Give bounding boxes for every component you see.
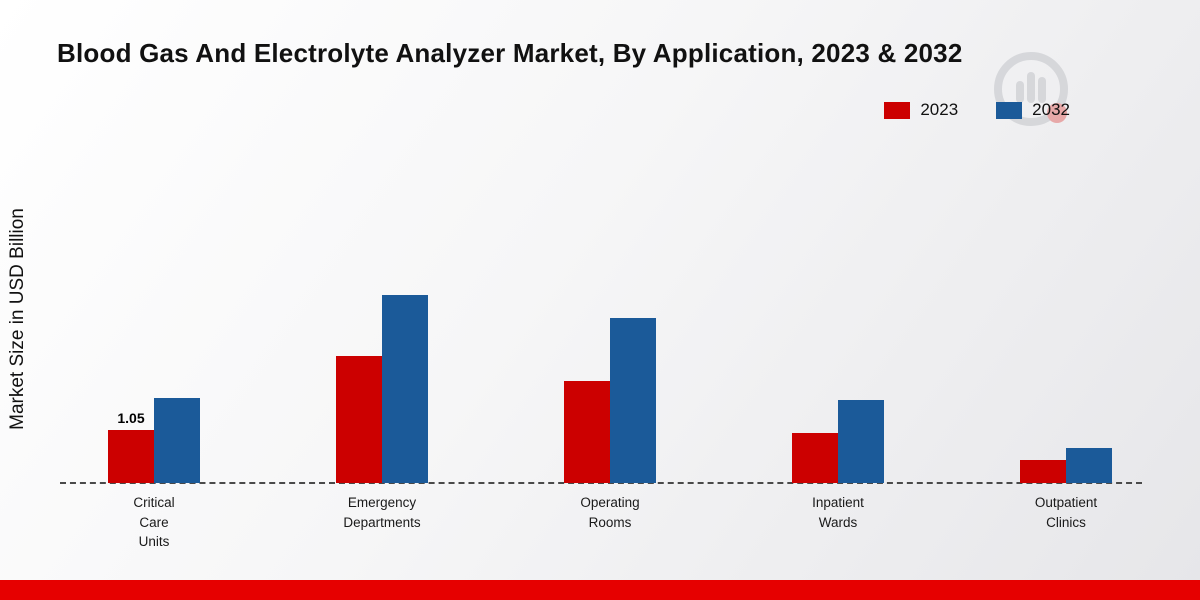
bar-2032-critical-care-units <box>154 398 200 483</box>
bar-chart-logo-icon <box>994 52 1068 126</box>
bar-2032-inpatient-wards <box>838 400 884 483</box>
bottom-banner <box>0 580 1200 600</box>
x-tick-line: Wards <box>818 514 858 530</box>
legend: 2023 2032 <box>884 100 1070 120</box>
x-tick-line: Units <box>138 534 170 550</box>
x-tick-operating-rooms: Operating Rooms <box>580 493 639 532</box>
bar-2023-emergency-departments <box>336 356 382 483</box>
x-axis-baseline <box>60 482 1142 484</box>
bar-2032-operating-rooms <box>610 318 656 483</box>
x-tick-line: Clinics <box>1046 514 1086 530</box>
legend-item-2032: 2032 <box>996 100 1070 120</box>
legend-swatch-2032 <box>996 101 1023 119</box>
x-tick-emergency-departments: Emergency Departments <box>343 493 420 532</box>
x-tick-critical-care-units: Critical Care Units <box>133 493 174 552</box>
x-tick-line: Operating <box>580 495 640 510</box>
bar-2023-critical-care-units <box>108 430 154 483</box>
x-tick-line: Rooms <box>588 514 632 530</box>
bar-2032-outpatient-clinics <box>1066 448 1112 483</box>
legend-swatch-2023 <box>884 101 911 119</box>
legend-label-2023: 2023 <box>920 100 959 119</box>
x-tick-line: Departments <box>343 514 421 530</box>
x-tick-line: Care <box>139 514 169 530</box>
x-tick-inpatient-wards: Inpatient Wards <box>812 493 864 532</box>
watermark-logo <box>985 45 1081 146</box>
x-tick-line: Inpatient <box>812 495 864 510</box>
chart-title: Blood Gas And Electrolyte Analyzer Marke… <box>57 38 963 68</box>
legend-item-2023: 2023 <box>884 100 958 120</box>
x-tick-line: Critical <box>133 495 175 510</box>
legend-label-2032: 2032 <box>1032 100 1070 119</box>
bar-value-label: 1.05 <box>117 409 145 426</box>
bar-2032-emergency-departments <box>382 295 428 483</box>
bar-2023-outpatient-clinics <box>1020 460 1066 483</box>
bar-2023-operating-rooms <box>564 381 610 483</box>
bar-2023-inpatient-wards <box>792 433 838 483</box>
x-tick-line: Emergency <box>347 495 417 510</box>
x-tick-outpatient-clinics: Outpatient Clinics <box>1035 493 1097 532</box>
x-tick-line: Outpatient <box>1034 495 1098 510</box>
